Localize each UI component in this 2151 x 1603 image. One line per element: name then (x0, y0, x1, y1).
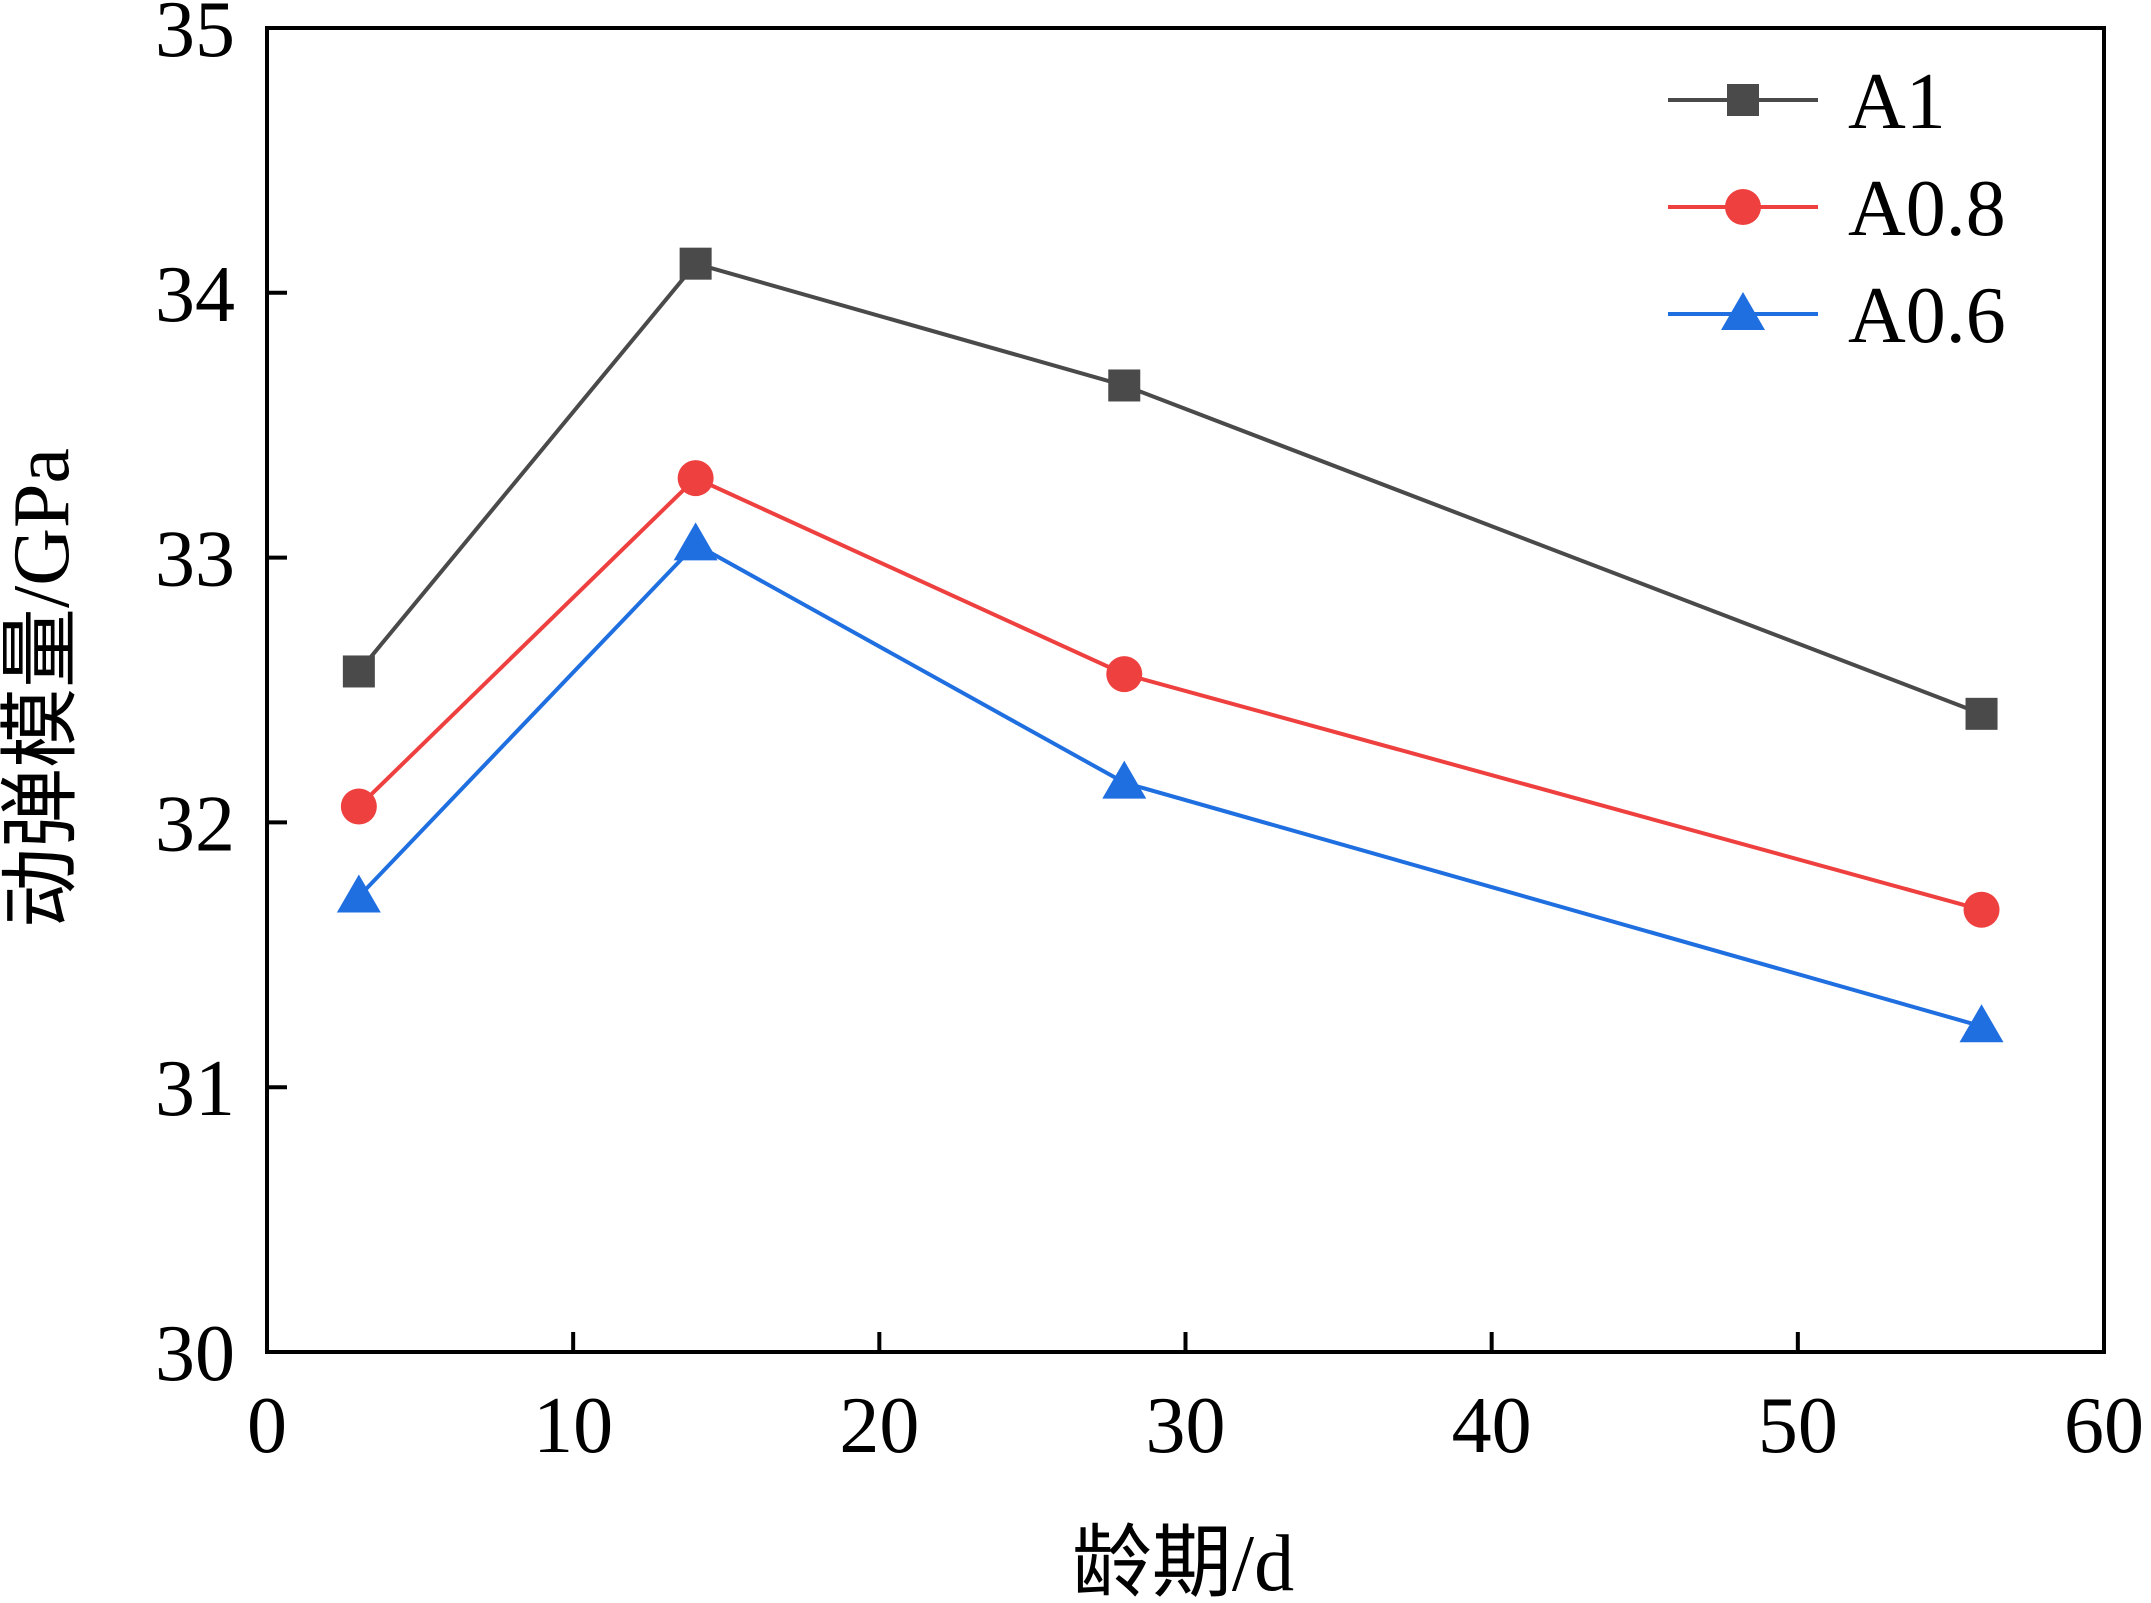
y-axis-title: 动弹模量/GPa (0, 448, 86, 928)
series-group (336, 247, 2004, 1043)
y-tick-label: 31 (155, 1045, 235, 1133)
legend-marker (1727, 84, 1759, 116)
axis-ticks: 0 10 20 30 40 50 60 30 31 32 33 34 35 (155, 0, 2144, 1470)
legend: A1 A0.8 A0.6 (1668, 58, 2006, 360)
series-A1 (342, 247, 1998, 730)
legend-label: A0.6 (1848, 272, 2006, 360)
y-tick-label: 33 (155, 516, 235, 604)
data-point (340, 788, 377, 825)
x-tick-label: 40 (1452, 1382, 1532, 1470)
data-point (336, 874, 381, 913)
x-tick-label: 50 (1758, 1382, 1838, 1470)
series-line (357, 261, 1983, 716)
legend-label: A1 (1848, 58, 1946, 146)
data-point (677, 460, 714, 497)
y-tick-label: 35 (155, 0, 235, 74)
legend-item: A0.6 (1668, 272, 2006, 360)
data-point (1102, 760, 1147, 799)
series-line (357, 475, 1983, 912)
y-tick-label: 32 (155, 780, 235, 868)
legend-marker (1721, 292, 1765, 330)
y-tick-label: 34 (155, 251, 235, 339)
data-point (679, 247, 712, 280)
x-tick-label: 60 (2064, 1382, 2144, 1470)
y-tick-label: 30 (155, 1310, 235, 1398)
series-A0.8 (340, 460, 2000, 928)
legend-item: A0.8 (1668, 165, 2006, 253)
data-point (1959, 1004, 2004, 1043)
x-tick-label: 10 (533, 1382, 613, 1470)
data-point (1106, 656, 1143, 693)
series-line (357, 541, 1983, 1029)
data-point (1965, 697, 1998, 730)
legend-marker (1725, 189, 1761, 225)
x-tick-label: 30 (1146, 1382, 1226, 1470)
legend-item: A1 (1668, 58, 1946, 146)
data-point (342, 655, 375, 688)
legend-label: A0.8 (1848, 165, 2006, 253)
series-A0.6 (336, 522, 2004, 1043)
data-point (673, 522, 718, 561)
x-tick-label: 0 (247, 1382, 287, 1470)
x-tick-label: 20 (839, 1382, 919, 1470)
x-axis-title: 龄期/d (1072, 1520, 1294, 1598)
data-point (1108, 369, 1141, 402)
data-point (1963, 891, 2000, 928)
